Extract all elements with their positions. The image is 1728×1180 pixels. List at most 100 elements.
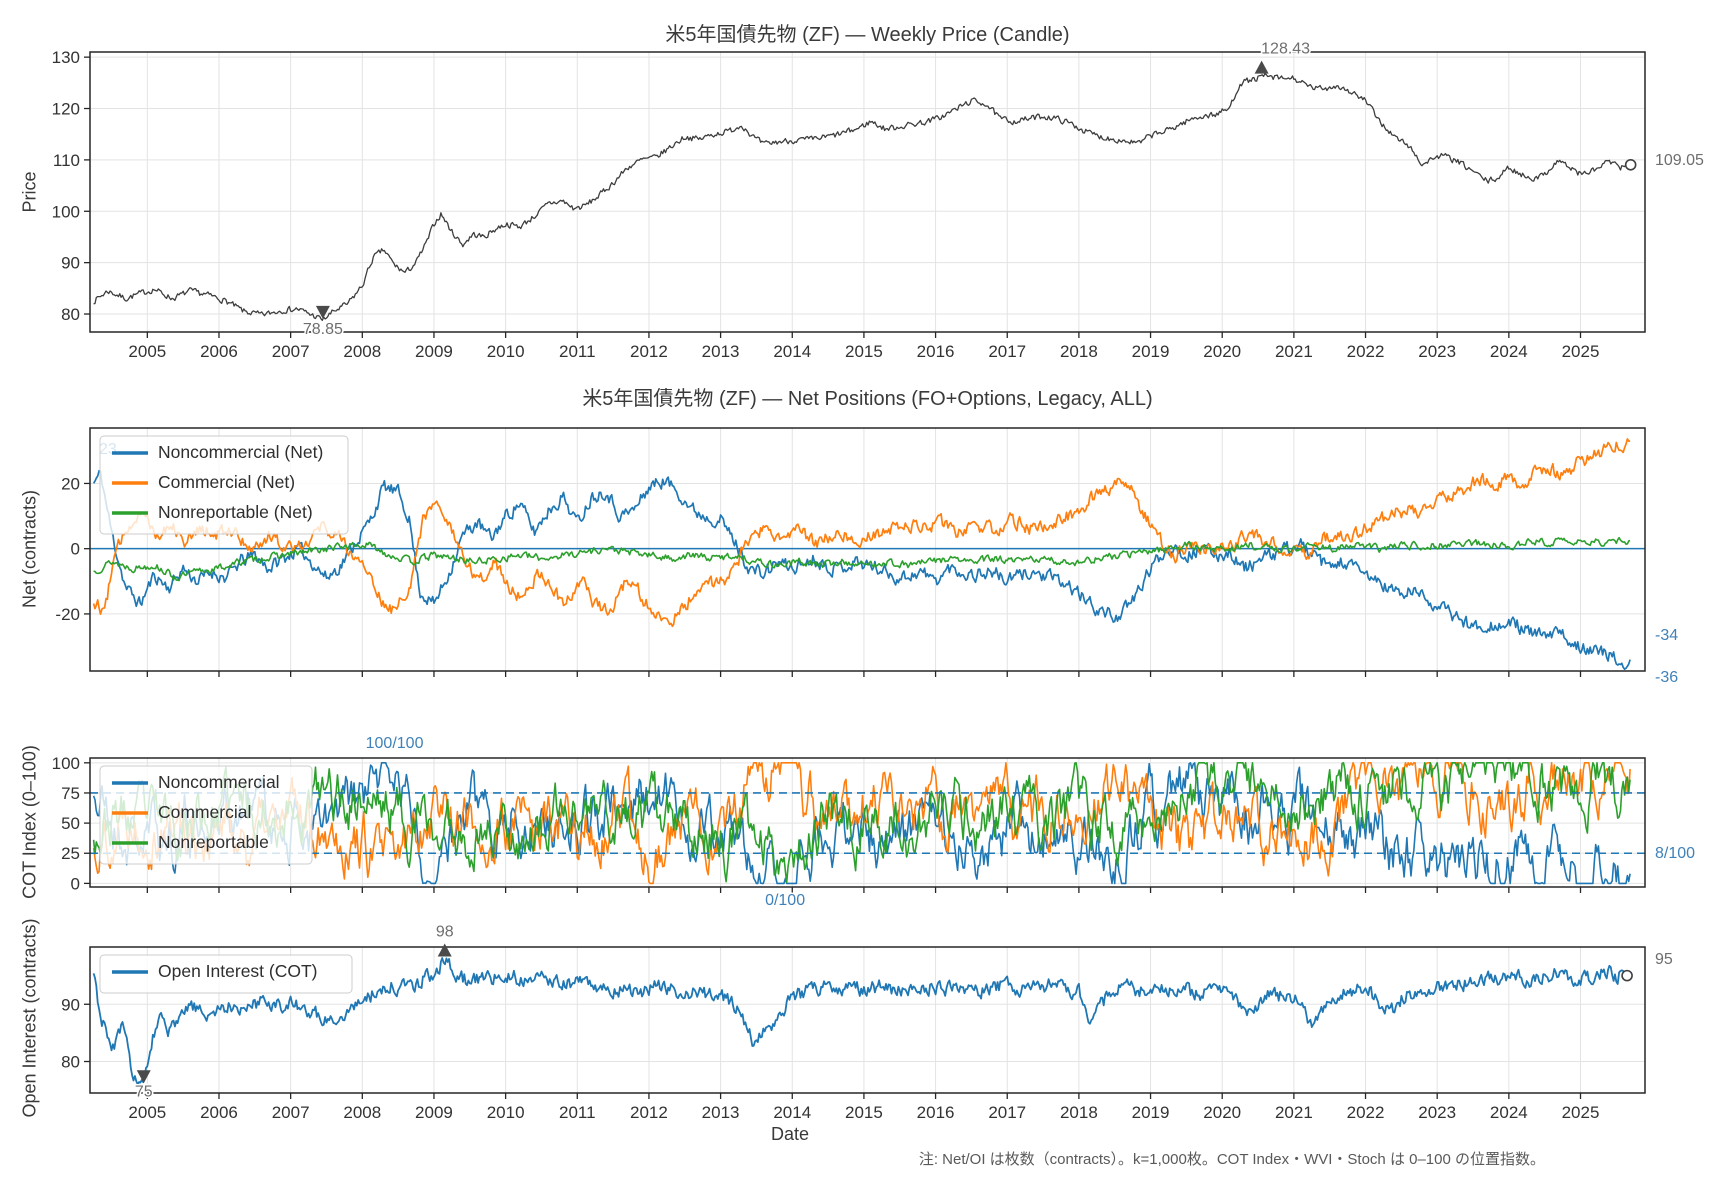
- x-axis-label-date: Date: [770, 1124, 810, 1144]
- svg-text:2015: 2015: [845, 342, 883, 361]
- svg-text:90: 90: [61, 254, 80, 273]
- svg-text:2006: 2006: [200, 1103, 238, 1122]
- svg-text:2010: 2010: [487, 1103, 525, 1122]
- svg-text:2016: 2016: [917, 342, 955, 361]
- price-annotation: 128.43: [1254, 39, 1312, 74]
- net-series-nonreportable-net-: [93, 536, 1631, 582]
- last-value-marker-icon: [1621, 969, 1633, 982]
- open_interest-legend: Open Interest (COT): [99, 954, 353, 994]
- price-y-axis-label: Price: [19, 171, 40, 213]
- svg-text:2019: 2019: [1132, 342, 1170, 361]
- svg-text:2023: 2023: [1418, 342, 1456, 361]
- price-annotation: 78.85: [301, 305, 345, 339]
- open_interest-annotation: 95: [1654, 950, 1675, 970]
- svg-text:2012: 2012: [630, 342, 668, 361]
- cot_index-series-noncommercial: [92, 761, 1631, 885]
- net-y-axis-label: Net (contracts): [19, 489, 40, 609]
- net-annotation: -34: [1654, 626, 1680, 646]
- open_interest-annotation: 98: [434, 922, 455, 957]
- legend-label: Commercial: [158, 802, 251, 822]
- svg-text:2019: 2019: [1132, 1103, 1170, 1122]
- open_interest-annotation: [1621, 969, 1633, 982]
- cot_index-annotation: 100/100: [364, 734, 425, 754]
- open_interest-series-open-interest-cot-: [92, 957, 1627, 1086]
- svg-text:0: 0: [71, 874, 80, 893]
- price-panel-title: 米5年国債先物 (ZF) — Weekly Price (Candle): [665, 24, 1070, 46]
- svg-text:2018: 2018: [1060, 1103, 1098, 1122]
- max-marker-icon: [1254, 60, 1269, 74]
- open-interest-y-axis-label: Open Interest (contracts): [19, 918, 40, 1118]
- open_interest-grid: [90, 947, 1645, 1093]
- svg-text:2007: 2007: [272, 342, 310, 361]
- svg-text:2024: 2024: [1490, 342, 1528, 361]
- svg-text:0/100: 0/100: [765, 892, 805, 909]
- svg-text:2005: 2005: [128, 1103, 166, 1122]
- svg-text:80: 80: [61, 305, 80, 324]
- open_interest-tick-labels: 2005 2006 2007 2008 2009 2010 2011 2012 2013 2014…: [61, 995, 1599, 1122]
- svg-text:2023: 2023: [1418, 1103, 1456, 1122]
- price-annotation: 109.05: [1654, 150, 1706, 170]
- svg-text:2014: 2014: [773, 1103, 811, 1122]
- svg-text:2005: 2005: [128, 342, 166, 361]
- svg-text:109.05: 109.05: [1655, 152, 1704, 169]
- legend-label: Commercial (Net): [158, 472, 295, 492]
- svg-text:-36: -36: [1655, 669, 1678, 686]
- svg-text:78.85: 78.85: [303, 321, 343, 338]
- svg-text:100/100: 100/100: [366, 735, 424, 752]
- svg-text:98: 98: [436, 923, 454, 940]
- svg-text:2025: 2025: [1562, 342, 1600, 361]
- svg-text:128.43: 128.43: [1261, 41, 1310, 58]
- svg-text:2016: 2016: [917, 1103, 955, 1122]
- legend-label: Noncommercial: [158, 772, 280, 792]
- svg-text:95: 95: [1655, 951, 1673, 968]
- net-series-commercial-net-: [92, 438, 1631, 628]
- svg-text:2018: 2018: [1060, 342, 1098, 361]
- svg-text:2011: 2011: [559, 342, 596, 361]
- svg-text:2021: 2021: [1275, 1103, 1313, 1122]
- max-marker-icon: [437, 943, 452, 957]
- svg-text:90: 90: [61, 995, 80, 1014]
- svg-text:2013: 2013: [702, 342, 740, 361]
- cot_index-panel: 0 25 50 75 100 100/100 0/100 8/100 Noncommercial…: [52, 734, 1697, 911]
- net-panel-title: 米5年国債先物 (ZF) — Net Positions (FO+Options…: [582, 388, 1153, 410]
- cot_index-series-commercial: [92, 761, 1631, 885]
- svg-text:2017: 2017: [988, 1103, 1026, 1122]
- svg-text:2006: 2006: [200, 342, 238, 361]
- open_interest-axes-border: [89, 946, 1646, 1094]
- svg-text:2007: 2007: [272, 1103, 310, 1122]
- svg-text:2025: 2025: [1562, 1103, 1600, 1122]
- svg-text:2009: 2009: [415, 342, 453, 361]
- svg-text:-20: -20: [55, 605, 80, 624]
- legend-label: Nonreportable (Net): [158, 502, 313, 522]
- svg-text:75: 75: [135, 1083, 153, 1100]
- svg-text:2017: 2017: [988, 342, 1026, 361]
- svg-text:2022: 2022: [1347, 1103, 1385, 1122]
- svg-text:110: 110: [53, 151, 80, 170]
- svg-text:0: 0: [71, 540, 80, 559]
- price-panel: 2005 2006 2007 2008 2009 2010 2011 2012 2013 2014…: [52, 39, 1706, 361]
- svg-text:130: 130: [52, 48, 80, 67]
- cot_index-annotation: 8/100: [1654, 844, 1697, 864]
- open_interest-annotation: 75: [133, 1070, 154, 1102]
- svg-text:8/100: 8/100: [1655, 845, 1695, 862]
- svg-text:25: 25: [61, 844, 80, 863]
- svg-text:20: 20: [61, 474, 80, 493]
- open_interest-panel: 2005 2006 2007 2008 2009 2010 2011 2012 2013 2014…: [61, 922, 1675, 1122]
- price-grid: [90, 52, 1645, 332]
- net-axes-border: [89, 427, 1646, 672]
- svg-text:100: 100: [52, 202, 80, 221]
- last-value-marker-icon: [1624, 158, 1637, 171]
- svg-text:2008: 2008: [343, 342, 381, 361]
- min-marker-icon: [315, 305, 330, 319]
- svg-text:120: 120: [52, 100, 80, 119]
- svg-text:2008: 2008: [343, 1103, 381, 1122]
- svg-text:2024: 2024: [1490, 1103, 1528, 1122]
- svg-text:2020: 2020: [1203, 342, 1241, 361]
- svg-text:2021: 2021: [1275, 342, 1313, 361]
- cot-index-y-axis-label: COT Index (0–100): [19, 745, 40, 899]
- svg-text:2013: 2013: [702, 1103, 740, 1122]
- cot_index-annotation: 0/100: [764, 891, 807, 911]
